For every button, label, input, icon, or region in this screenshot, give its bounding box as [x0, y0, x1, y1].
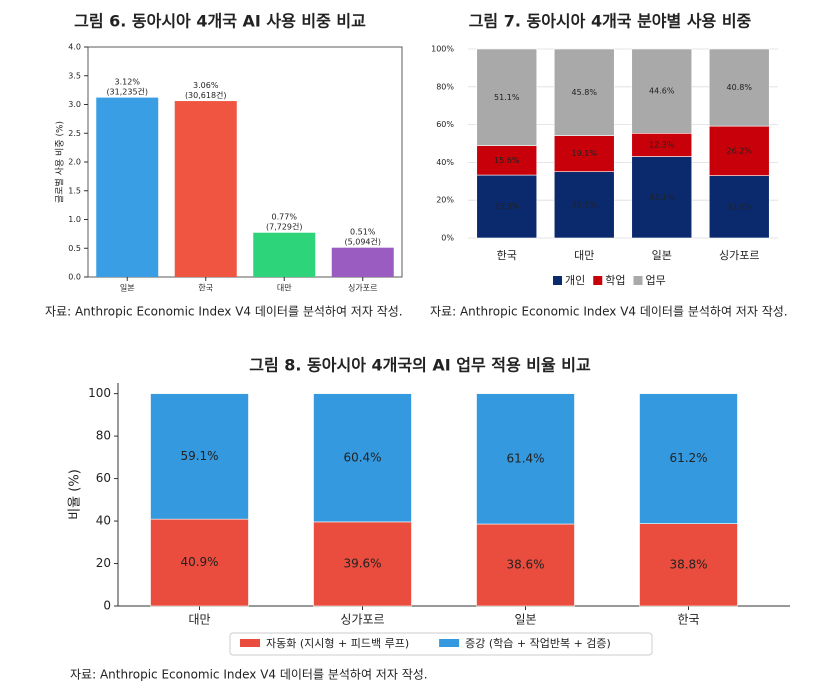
value-label: 15.6%: [494, 156, 520, 165]
value-label: 0.51% (5,094건): [344, 227, 381, 246]
bar-segment: [553, 171, 615, 239]
bar-segment: [708, 125, 770, 176]
bar: [331, 247, 394, 277]
y-tick-label: 1.5: [68, 186, 81, 195]
y-tick-label: 20%: [436, 196, 454, 205]
value-label: 61.2%: [669, 451, 707, 465]
x-tick-label: 일본: [120, 284, 135, 293]
value-label: 60.4%: [343, 450, 381, 464]
y-tick-label: 3.0: [68, 100, 81, 109]
y-tick-label: 40%: [436, 158, 454, 167]
source-note: 자료: Anthropic Economic Index V4 데이터를 분석하…: [430, 305, 788, 319]
y-tick-label: 60: [96, 471, 111, 485]
y-tick-label: 80: [96, 429, 111, 443]
value-label: 38.8%: [669, 557, 707, 571]
bar-segment: [553, 48, 615, 136]
source-note: 자료: Anthropic Economic Index V4 데이터를 분석하…: [45, 305, 403, 319]
bar-segment: [639, 393, 738, 524]
value-label: 0.77% (7,729건): [266, 212, 303, 231]
bar-segment: [476, 174, 538, 239]
value-label: 61.4%: [506, 451, 544, 465]
value-label: 26.2%: [727, 146, 753, 155]
y-axis-label: 글로벌 사용 비중 (%): [55, 121, 66, 203]
value-label: 33.3%: [494, 202, 520, 211]
x-tick-label: 한국: [198, 284, 213, 293]
x-tick-label: 일본: [652, 248, 672, 262]
bar-segment: [476, 48, 538, 146]
legend-swatch: [439, 639, 460, 647]
value-label: 12.3%: [649, 140, 675, 149]
y-tick-label: 0.0: [68, 273, 81, 282]
value-label: 45.8%: [572, 88, 598, 97]
value-label: 38.6%: [506, 558, 544, 572]
y-tick-label: 4.0: [68, 43, 81, 52]
bar: [96, 97, 159, 277]
value-label: 19.1%: [572, 149, 598, 158]
bar: [253, 232, 316, 277]
legend-label: 학업: [605, 274, 625, 287]
value-label: 40.9%: [180, 555, 218, 569]
chart-title: 그림 8. 동아시아 4개국의 AI 업무 적용 비율 비교: [249, 356, 591, 375]
bar-segment: [639, 523, 738, 607]
x-tick-label: 싱가포르: [348, 283, 377, 293]
y-tick-label: 1.0: [68, 215, 81, 224]
y-tick-label: 40: [96, 514, 111, 528]
y-tick-label: 3.5: [68, 71, 81, 80]
bar-segment: [476, 393, 575, 525]
bar-segment: [150, 393, 249, 520]
x-tick-label: 대만: [574, 249, 594, 262]
x-tick-label: 싱가포르: [719, 249, 759, 262]
y-tick-label: 60%: [436, 120, 454, 129]
bar-segment: [150, 518, 249, 607]
source-note: 자료: Anthropic Economic Index V4 데이터를 분석하…: [70, 668, 428, 682]
x-tick-label: 대만: [277, 284, 292, 293]
bar-segment: [708, 175, 770, 239]
x-tick-label: 한국: [677, 613, 699, 627]
x-tick-label: 한국: [497, 249, 517, 262]
bar-segment: [313, 393, 412, 523]
x-tick-label: 싱가포르: [340, 613, 384, 627]
y-tick-label: 100: [88, 386, 111, 400]
value-label: 40.8%: [727, 83, 753, 92]
legend-swatch: [633, 276, 643, 285]
legend-label: 업무: [646, 274, 666, 287]
y-tick-label: 20: [96, 556, 111, 570]
legend-label: 자동화 (지시형 + 피드백 루프): [266, 637, 409, 650]
legend-label: 증강 (학습 + 작업반복 + 검증): [465, 637, 611, 650]
y-tick-label: 100%: [431, 45, 454, 54]
bar-segment: [631, 48, 693, 134]
bar: [174, 101, 237, 277]
y-axis-label: 비율 (%): [68, 469, 83, 520]
bar-segment: [313, 521, 412, 607]
x-tick-label: 일본: [514, 613, 536, 627]
value-label: 39.6%: [343, 556, 381, 570]
value-label: 51.1%: [494, 93, 520, 102]
y-tick-label: 2.0: [68, 158, 81, 167]
value-label: 35.1%: [572, 200, 598, 209]
value-label: 33.0%: [727, 202, 753, 211]
y-tick-label: 2.5: [68, 129, 81, 138]
y-tick-label: 80%: [436, 82, 454, 91]
value-label: 59.1%: [180, 449, 218, 463]
y-tick-label: 0.5: [68, 244, 81, 253]
legend-swatch: [240, 639, 260, 647]
bar-segment: [631, 156, 693, 239]
value-label: 43.1%: [649, 193, 675, 202]
y-tick-label: 0%: [441, 234, 454, 243]
x-tick-label: 대만: [188, 613, 210, 627]
y-tick-label: 0: [103, 599, 111, 613]
bar-segment: [553, 135, 615, 172]
value-label: 44.6%: [649, 87, 675, 96]
bar-segment: [708, 48, 770, 127]
value-label: 3.06% (30,618건): [185, 81, 227, 100]
legend-label: 개인: [565, 274, 585, 287]
value-label: 3.12% (31,235건): [106, 77, 148, 96]
legend-swatch: [553, 276, 562, 285]
legend-swatch: [593, 276, 603, 285]
bar-segment: [476, 145, 538, 176]
chart-title: 그림 7. 동아시아 4개국 분야별 사용 비중: [469, 12, 752, 31]
chart-title: 그림 6. 동아시아 4개국 AI 사용 비중 비교: [74, 12, 366, 31]
